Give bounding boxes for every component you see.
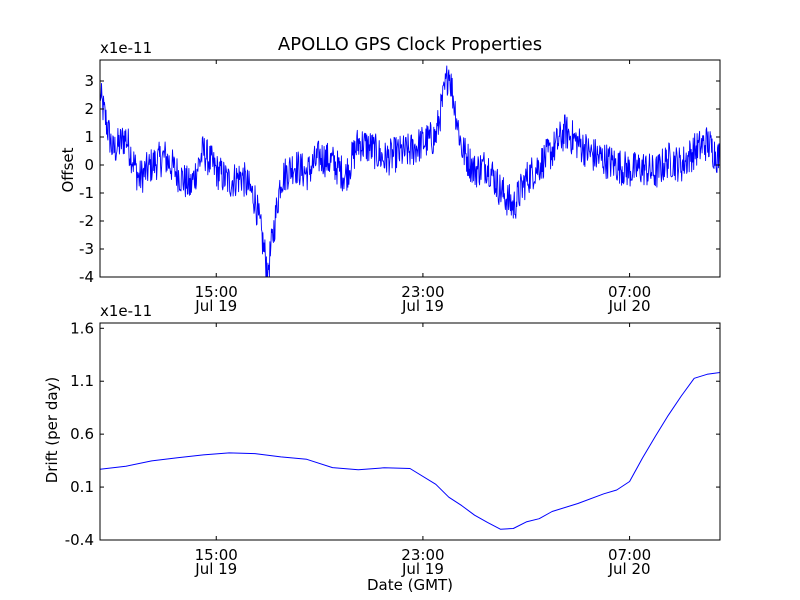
offset-scale-label: x1e-11 — [100, 39, 152, 57]
drift-x-tick-time-label: 23:00 — [401, 546, 444, 564]
offset-x-tick-date-label: Jul 19 — [194, 297, 237, 315]
offset-y-tick-label: -2 — [79, 212, 94, 230]
offset-axes-frame — [99, 59, 721, 278]
offset-y-tick-label: 1 — [84, 128, 94, 146]
drift-x-tick-date-label: Jul 19 — [194, 560, 237, 578]
offset-y-tick-label: -1 — [79, 184, 94, 202]
drift-x-axis-label: Date (GMT) — [367, 576, 453, 594]
offset-y-tick-label: -3 — [79, 240, 94, 258]
drift-series-line-0 — [100, 371, 720, 530]
offset-x-tick-time-label: 07:00 — [608, 283, 651, 301]
chart-title: APOLLO GPS Clock Properties — [278, 34, 542, 55]
drift-x-tick-date-label: Jul 20 — [608, 560, 651, 578]
drift-y-tick-label: 0.6 — [70, 425, 94, 443]
offset-y-tick-label: -4 — [79, 268, 94, 286]
drift-panel: x1e-11 Drift (per day) Date (GMT) -0.4 0.… — [43, 302, 721, 594]
drift-x-tick-time-label: 15:00 — [195, 546, 238, 564]
drift-x-tick-date-label: Jul 19 — [401, 560, 444, 578]
offset-x-tick-time-label: 15:00 — [195, 283, 238, 301]
offset-y-tick-label: 0 — [84, 156, 94, 174]
offset-x-tick-date-label: Jul 19 — [401, 297, 444, 315]
drift-y-axis-label: Drift (per day) — [43, 377, 61, 484]
drift-axes-frame — [99, 322, 721, 541]
offset-y-tick-label: 3 — [84, 72, 94, 90]
drift-y-tick-label: 0.1 — [70, 478, 94, 496]
drift-y-tick-label: 1.6 — [70, 319, 94, 337]
offset-series-line-0 — [100, 65, 720, 277]
offset-x-tick-date-label: Jul 20 — [608, 297, 651, 315]
offset-x-tick-time-label: 23:00 — [401, 283, 444, 301]
drift-y-tick-label: -0.4 — [65, 531, 94, 549]
drift-x-tick-time-label: 07:00 — [608, 546, 651, 564]
offset-y-tick-label: 2 — [84, 100, 94, 118]
offset-y-axis-label: Offset — [59, 147, 77, 192]
drift-y-tick-label: 1.1 — [70, 372, 94, 390]
drift-scale-label: x1e-11 — [100, 302, 152, 320]
